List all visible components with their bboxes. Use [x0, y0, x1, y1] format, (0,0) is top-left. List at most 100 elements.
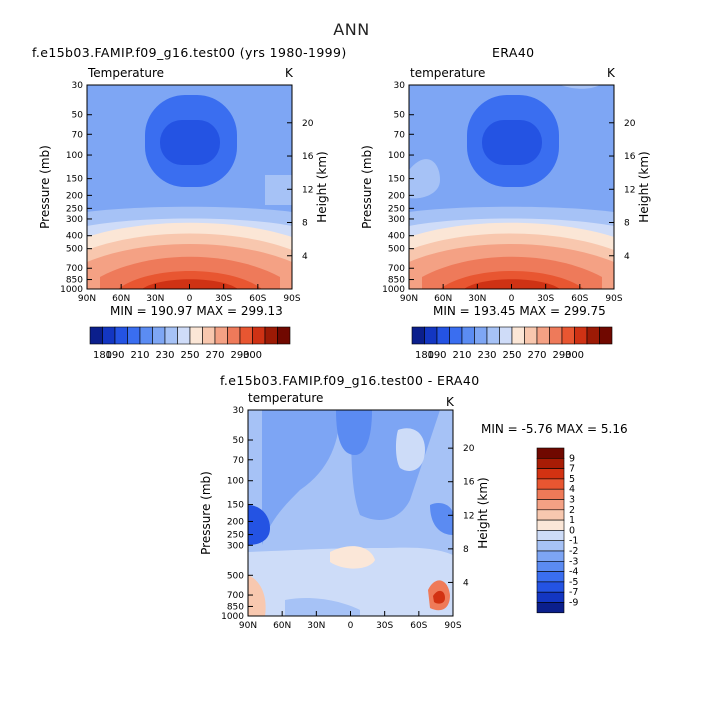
diff-panel-title: f.e15b03.FAMIP.f09_g16.test00 - ERA40 [220, 373, 480, 388]
pressure-axis-label: Pressure (mb) [199, 471, 213, 555]
x-tick-label: 60S [410, 621, 427, 631]
obs-colorbar-swatch [536, 326, 550, 345]
obs-colorbar-label: 210 [452, 350, 471, 361]
model-colorbar-swatch [164, 326, 178, 345]
model-colorbar-swatch [139, 326, 153, 345]
obs-colorbar-swatch [411, 326, 425, 345]
obs-panel-title: ERA40 [492, 45, 535, 60]
model-variable-label: Temperature [88, 66, 165, 80]
pressure-tick-label: 300 [66, 215, 83, 225]
pressure-tick-label: 700 [227, 591, 244, 601]
diff-colorbar-swatch [536, 478, 565, 490]
diff-colorbar-swatch [536, 550, 565, 562]
pressure-tick-label: 30 [72, 81, 84, 91]
x-tick-label: 0 [509, 294, 515, 304]
height-tick-label: 20 [302, 119, 314, 129]
pressure-tick-label: 70 [72, 130, 84, 140]
pressure-tick-label: 500 [227, 571, 244, 581]
obs-variable-label: temperature [410, 66, 486, 80]
height-tick-label: 8 [302, 219, 308, 229]
diff-colorbar-label: 2 [569, 505, 575, 516]
diff-units-label: K [446, 395, 454, 409]
model-panel-title: f.e15b03.FAMIP.f09_g16.test00 (yrs 1980-… [32, 45, 347, 60]
axes-layer: 90N 60N 30N 0 30S 60S 90S305070100150200250300… [38, 81, 651, 631]
pressure-tick-label: 850 [66, 276, 83, 286]
pressure-tick-label: 1000 [60, 285, 83, 295]
pressure-tick-label: 700 [388, 264, 405, 274]
diff-colorbar-swatch [536, 509, 565, 521]
obs-colorbar-swatch [449, 326, 463, 345]
model-colorbar-swatch [239, 326, 253, 345]
model-colorbar-swatch [214, 326, 228, 345]
model-colorbar-label: 230 [155, 350, 174, 361]
obs-colorbar-swatch [461, 326, 475, 345]
x-tick-label: 90S [283, 294, 300, 304]
model-colorbar-swatch [227, 326, 241, 345]
model-units-label: K [285, 66, 293, 80]
diff-colorbar-label: -9 [569, 598, 578, 609]
pressure-tick-label: 200 [388, 191, 405, 201]
obs-colorbar-label: 230 [477, 350, 496, 361]
pressure-tick-label: 1000 [382, 285, 405, 295]
obs-colorbar-label: 250 [502, 350, 521, 361]
diff-colorbar-label: 7 [569, 464, 575, 475]
model-colorbar-swatch [127, 326, 141, 345]
obs-colorbar-swatch [561, 326, 575, 345]
pressure-tick-label: 1000 [221, 612, 244, 622]
obs-colorbar-swatch [586, 326, 600, 345]
pressure-tick-label: 250 [66, 204, 83, 214]
height-tick-label: 16 [624, 152, 636, 162]
x-tick-label: 60N [434, 294, 452, 304]
pressure-tick-label: 500 [66, 245, 83, 255]
obs-colorbar-swatch [436, 326, 450, 345]
obs-contour-field [409, 85, 614, 289]
x-tick-label: 60S [249, 294, 266, 304]
obs-colorbar-label: 300 [565, 350, 584, 361]
x-tick-label: 30S [376, 621, 393, 631]
diff-colorbar-swatch [536, 519, 565, 531]
figure-title: ANN [333, 20, 370, 39]
obs-colorbar-label: 290 [552, 350, 571, 361]
x-tick-label: 90N [78, 294, 96, 304]
x-tick-label: 0 [348, 621, 354, 631]
diff-colorbar-label: 9 [569, 453, 575, 464]
obs-colorbar-swatch [511, 326, 525, 345]
height-tick-label: 12 [463, 511, 474, 521]
height-tick-label: 12 [302, 185, 313, 195]
pressure-tick-label: 70 [394, 130, 406, 140]
diff-colorbar-label: -5 [569, 577, 578, 588]
pressure-tick-label: 150 [66, 175, 83, 185]
pressure-tick-label: 100 [66, 151, 83, 161]
model-colorbar-swatch [202, 326, 216, 345]
diff-colorbar-swatch [536, 581, 565, 593]
pressure-tick-label: 200 [66, 191, 83, 201]
diff-colorbar-label: -3 [569, 556, 578, 567]
pressure-tick-label: 30 [233, 406, 245, 416]
height-axis-label: Height (km) [476, 477, 490, 548]
model-colorbar-swatch [264, 326, 278, 345]
pressure-tick-label: 50 [394, 111, 406, 121]
diff-minmax: MIN = -5.76 MAX = 5.16 [481, 422, 628, 436]
pressure-tick-label: 850 [388, 276, 405, 286]
height-axis-label: Height (km) [637, 151, 651, 222]
diff-colorbar-swatch [536, 530, 565, 542]
pressure-tick-label: 500 [388, 245, 405, 255]
obs-colorbar-swatch [424, 326, 438, 345]
x-tick-label: 90S [605, 294, 622, 304]
height-tick-label: 16 [463, 478, 475, 488]
obs-colorbar-label: 270 [527, 350, 546, 361]
model-colorbar-swatch [252, 326, 266, 345]
pressure-tick-label: 50 [233, 436, 245, 446]
height-tick-label: 4 [463, 578, 469, 588]
pressure-tick-label: 100 [388, 151, 405, 161]
model-colorbar-label: 180 [93, 350, 112, 361]
model-colorbar-swatch [189, 326, 203, 345]
obs-colorbar-label: 180 [415, 350, 434, 361]
height-tick-label: 4 [624, 252, 630, 262]
height-tick-label: 12 [624, 185, 635, 195]
pressure-axis-label: Pressure (mb) [360, 145, 374, 229]
model-colorbar-swatch [177, 326, 191, 345]
x-tick-label: 60S [571, 294, 588, 304]
diff-colorbar-swatch [536, 602, 565, 614]
pressure-tick-label: 100 [227, 477, 244, 487]
